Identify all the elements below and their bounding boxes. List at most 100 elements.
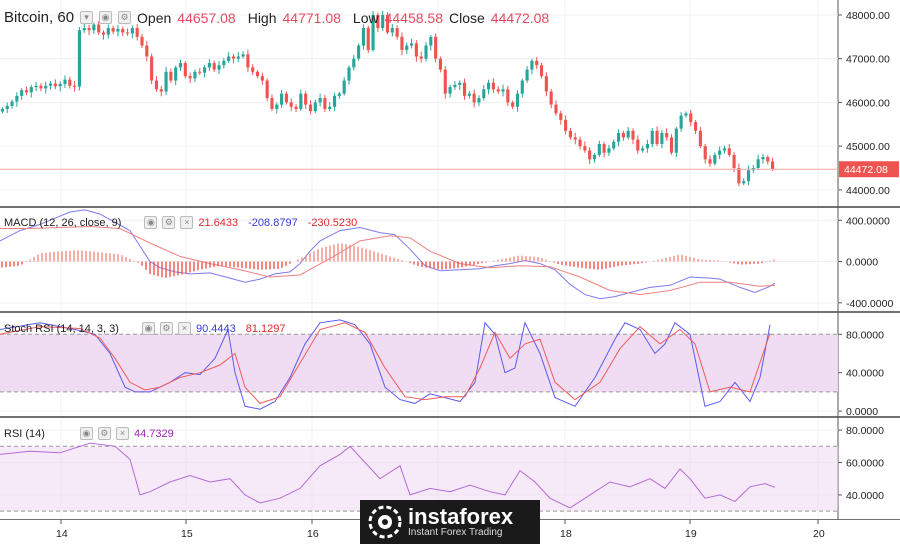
candle-down	[284, 93, 288, 103]
candle-up	[448, 87, 452, 94]
series-line-d	[0, 322, 771, 404]
candle-down	[665, 133, 669, 138]
candle-down	[583, 146, 587, 151]
candle-up	[227, 56, 231, 61]
y-tick-label: -400.0000	[846, 298, 893, 310]
candle-down	[376, 14, 380, 29]
candle-up	[477, 98, 481, 103]
candle-up	[482, 89, 486, 99]
candle-up	[713, 154, 717, 164]
high-label: High	[247, 9, 277, 26]
macd-title: MACD (12, 26, close, 9)	[4, 216, 122, 229]
candle-up	[352, 58, 356, 68]
candle-up	[405, 45, 409, 50]
candle-down	[270, 98, 274, 109]
candle-down	[544, 76, 548, 92]
candle-up	[5, 105, 9, 109]
candle-up	[520, 80, 524, 94]
settings-icon[interactable]: ⚙	[97, 427, 111, 440]
brand-emblem-icon	[368, 505, 402, 539]
close-value: 44472.08	[490, 9, 550, 26]
series-line-rsi	[0, 442, 776, 509]
candle-up	[318, 98, 322, 103]
candle-down	[150, 56, 154, 81]
y-tick-label: 44000.00	[846, 185, 890, 197]
candle-up	[424, 45, 428, 59]
x-tick-label: 19	[685, 528, 697, 540]
stoch-d-value: 81.1297	[245, 322, 286, 335]
eye-icon[interactable]: ◉	[79, 427, 93, 440]
y-tick-label: 45000.00	[846, 141, 890, 153]
stoch-legend: Stoch RSI (14, 14, 3, 3) ◉ ⚙ × 90.4443 8…	[4, 322, 285, 335]
candle-down	[438, 58, 443, 70]
close-icon[interactable]: ×	[177, 322, 191, 335]
settings-icon[interactable]: ⚙	[118, 11, 132, 24]
candle-up	[679, 115, 683, 129]
candle-down	[101, 32, 106, 35]
y-tick-label: 40.0000	[846, 368, 884, 380]
y-tick-label: 48000.00	[846, 10, 890, 22]
candle-up	[77, 30, 81, 87]
candle-up	[116, 28, 120, 32]
candle-up	[178, 63, 183, 68]
candle-down	[511, 102, 515, 107]
candle-up	[674, 128, 678, 153]
macd-legend: MACD (12, 26, close, 9) ◉ ⚙ × 21.6433 -2…	[4, 216, 357, 229]
candle-down	[669, 137, 674, 153]
candle-down	[385, 14, 390, 33]
close-icon[interactable]: ×	[115, 427, 129, 440]
low-label: Low	[352, 9, 379, 26]
last-price-tag	[839, 161, 899, 178]
eye-icon[interactable]: ◉	[144, 216, 158, 229]
candle-up	[718, 150, 722, 155]
candle-down	[87, 28, 91, 31]
candle-down	[323, 98, 327, 109]
candle-down	[260, 76, 264, 81]
candle-down	[766, 157, 770, 162]
candle-up	[34, 85, 38, 88]
candle-up	[347, 67, 351, 81]
candle-up	[487, 82, 491, 90]
candle-down	[188, 76, 192, 79]
candle-down	[135, 28, 139, 37]
candle-down	[578, 139, 582, 147]
candle-up	[381, 14, 385, 29]
price-legend: Bitcoin, 60 ▾ ◉ ⚙ Open 44657.08 High 447…	[4, 9, 549, 26]
candle-down	[140, 36, 144, 46]
candle-up	[429, 36, 433, 46]
candle-up	[390, 28, 394, 33]
chevron-down-icon[interactable]: ▾	[80, 11, 94, 24]
candle-down	[636, 139, 640, 151]
eye-icon[interactable]: ◉	[99, 11, 113, 24]
candle-up	[280, 93, 284, 105]
candle-up	[626, 130, 630, 138]
candle-up	[616, 133, 621, 142]
candle-up	[20, 90, 24, 96]
candle-up	[467, 93, 471, 96]
candle-down	[602, 143, 606, 153]
candle-down	[443, 69, 447, 94]
candle-up	[650, 130, 654, 144]
candle-down	[414, 43, 418, 57]
candle-up	[458, 82, 462, 85]
macd-pane	[0, 209, 776, 300]
candle-down	[145, 45, 149, 57]
last-price-label: 44472.08	[844, 164, 888, 176]
rsi-legend: RSI (14) ◉ ⚙ × 44.7329	[4, 427, 174, 440]
candle-up	[82, 28, 86, 31]
settings-icon[interactable]: ⚙	[159, 322, 173, 335]
settings-icon[interactable]: ⚙	[162, 216, 176, 229]
y-tick-label: 47000.00	[846, 54, 890, 66]
candle-up	[342, 80, 346, 94]
candle-down	[694, 122, 698, 131]
y-tick-label: 60.0000	[846, 458, 884, 470]
candle-up	[29, 87, 33, 93]
candle-down	[304, 93, 308, 105]
close-icon[interactable]: ×	[180, 216, 194, 229]
candle-down	[549, 91, 553, 105]
candle-down	[154, 80, 159, 90]
candle-down	[400, 36, 404, 50]
candle-up	[222, 60, 226, 66]
eye-icon[interactable]: ◉	[141, 322, 155, 335]
candle-up	[357, 45, 361, 59]
